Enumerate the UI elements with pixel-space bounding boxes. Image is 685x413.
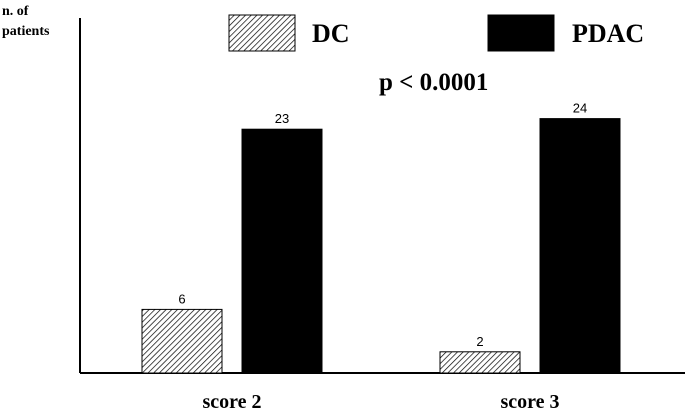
legend-label-pdac: PDAC xyxy=(572,19,644,48)
bar-dc-score-2 xyxy=(141,308,223,374)
y-axis-label-line-2: patients xyxy=(2,24,50,39)
value-label-dc-score-3: 2 xyxy=(476,334,483,349)
bar-dc-score-3 xyxy=(439,351,521,374)
y-axis-label-line-1: n. of xyxy=(2,4,29,19)
x-tick-label-score-3: score 3 xyxy=(500,391,559,413)
x-tick-labels: score 2 score 3 xyxy=(202,391,559,413)
p-value-annotation: p < 0.0001 xyxy=(379,69,488,96)
value-label-pdac-score-3: 24 xyxy=(573,101,587,116)
legend-swatch-pdac xyxy=(487,14,555,52)
legend-label-dc: DC xyxy=(312,19,350,48)
x-tick-label-score-2: score 2 xyxy=(202,391,261,413)
bar-pdac-score-3 xyxy=(539,118,621,374)
value-label-dc-score-2: 6 xyxy=(178,291,185,306)
bars-group: 6 23 2 24 xyxy=(141,101,621,374)
value-label-pdac-score-2: 23 xyxy=(275,111,289,126)
bar-pdac-score-2 xyxy=(241,128,323,374)
legend-swatch-dc xyxy=(228,14,296,52)
legend: DC PDAC xyxy=(228,14,644,52)
